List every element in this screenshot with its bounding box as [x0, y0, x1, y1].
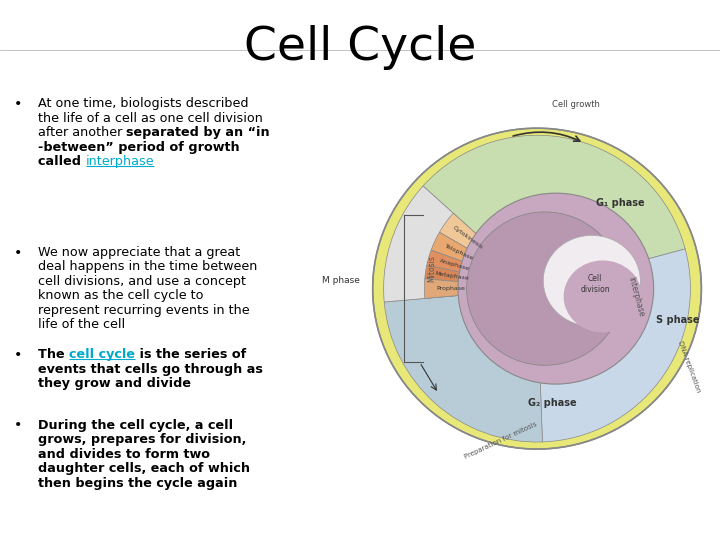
Text: cell cycle: cell cycle — [69, 348, 135, 361]
Text: Prophase: Prophase — [436, 286, 465, 291]
Text: We now appreciate that a great: We now appreciate that a great — [38, 246, 240, 259]
Text: Interphase: Interphase — [626, 275, 645, 318]
Wedge shape — [425, 265, 537, 288]
Wedge shape — [384, 186, 537, 302]
Text: M phase: M phase — [323, 276, 360, 285]
Text: Cytokinesis: Cytokinesis — [451, 225, 483, 251]
Wedge shape — [423, 135, 685, 288]
Text: the life of a cell as one cell division: the life of a cell as one cell division — [38, 112, 263, 125]
Text: During the cell cycle, a cell: During the cell cycle, a cell — [38, 418, 233, 431]
Text: •: • — [14, 97, 22, 111]
Text: grows, prepares for division,: grows, prepares for division, — [38, 433, 246, 446]
Text: known as the cell cycle to: known as the cell cycle to — [38, 289, 204, 302]
Text: •: • — [14, 348, 22, 362]
Text: At one time, biologists described: At one time, biologists described — [38, 97, 248, 110]
Text: DNA replication: DNA replication — [677, 340, 701, 394]
Text: Preparation for mitosis: Preparation for mitosis — [464, 421, 539, 460]
Text: -between” period of growth: -between” period of growth — [38, 141, 240, 154]
Wedge shape — [427, 250, 537, 288]
Ellipse shape — [373, 128, 701, 449]
Text: represent recurring events in the: represent recurring events in the — [38, 303, 250, 316]
Wedge shape — [439, 213, 537, 288]
Text: interphase: interphase — [86, 155, 154, 168]
Text: Cell
division: Cell division — [580, 274, 610, 294]
Text: Telophase: Telophase — [444, 244, 474, 261]
Wedge shape — [384, 288, 542, 442]
Text: G₁ phase: G₁ phase — [595, 198, 644, 207]
Text: then begins the cycle again: then begins the cycle again — [38, 476, 238, 489]
Text: S phase: S phase — [656, 315, 700, 325]
Text: Metaphase: Metaphase — [434, 271, 469, 281]
Text: events that cells go through as: events that cells go through as — [38, 363, 263, 376]
Text: The: The — [38, 348, 69, 361]
Text: called: called — [38, 155, 86, 168]
Text: and divides to form two: and divides to form two — [38, 448, 210, 461]
Text: deal happens in the time between: deal happens in the time between — [38, 260, 257, 273]
Ellipse shape — [544, 235, 640, 326]
Text: Cell growth: Cell growth — [552, 99, 600, 109]
Text: Cell Cycle: Cell Cycle — [244, 25, 476, 70]
Text: after another: after another — [38, 126, 127, 139]
Text: Anaphase: Anaphase — [438, 258, 470, 272]
Text: •: • — [14, 418, 22, 433]
Text: they grow and divide: they grow and divide — [38, 377, 191, 390]
Text: is the series of: is the series of — [135, 348, 246, 361]
Text: daughter cells, each of which: daughter cells, each of which — [38, 462, 250, 475]
Text: life of the cell: life of the cell — [38, 318, 125, 331]
Wedge shape — [424, 279, 537, 299]
Text: Mitosis: Mitosis — [428, 255, 436, 282]
Text: separated by an “in: separated by an “in — [127, 126, 270, 139]
Ellipse shape — [467, 212, 623, 366]
Ellipse shape — [458, 193, 654, 384]
Text: •: • — [14, 246, 22, 260]
Wedge shape — [431, 232, 537, 288]
Ellipse shape — [564, 260, 642, 333]
Wedge shape — [537, 249, 690, 442]
Text: cell divisions, and use a concept: cell divisions, and use a concept — [38, 275, 246, 288]
Text: G₂ phase: G₂ phase — [528, 398, 577, 408]
